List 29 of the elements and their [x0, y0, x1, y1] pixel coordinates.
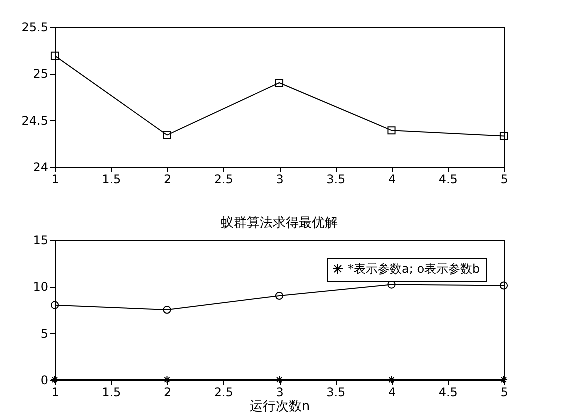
x-tick-label: 4: [388, 172, 396, 186]
x-tick-label: 3.5: [326, 172, 346, 186]
x-tick-label: 4: [388, 386, 396, 400]
x-tick-label: 2.5: [214, 386, 234, 400]
x-tick-label: 2.5: [214, 172, 234, 186]
x-tick-label: 2: [164, 172, 172, 186]
y-tick-label: 25: [33, 67, 48, 82]
x-tick-label: 4.5: [438, 386, 458, 400]
y-tick-label: 15: [33, 234, 48, 248]
x-tick-label: 3: [276, 386, 284, 400]
x-tick-label: 3.5: [326, 386, 346, 400]
x-tick-label: 4.5: [438, 172, 458, 186]
chart-title: 蚁群算法求得最优解: [221, 216, 338, 231]
y-tick-label: 25.5: [22, 20, 48, 34]
x-tick-label: 3: [276, 172, 284, 186]
x-tick-label: 2: [164, 386, 172, 400]
x-tick-label: 1: [52, 172, 60, 186]
x-tick-label: 1: [52, 386, 60, 400]
y-tick-label: 24.5: [22, 114, 48, 128]
x-axis-title: 运行次数n: [250, 400, 310, 414]
x-tick-label: 5: [500, 172, 508, 186]
x-tick-label: 1.5: [102, 386, 122, 400]
x-tick-label: 5: [500, 386, 508, 400]
y-tick-label: 10: [33, 280, 48, 294]
y-tick-label: 5: [40, 326, 48, 341]
y-tick-label: 0: [40, 374, 48, 388]
x-tick-label: 1.5: [102, 172, 122, 186]
y-tick-label: 24: [33, 160, 48, 174]
legend-label: *表示参数a; o表示参数b: [348, 262, 480, 276]
